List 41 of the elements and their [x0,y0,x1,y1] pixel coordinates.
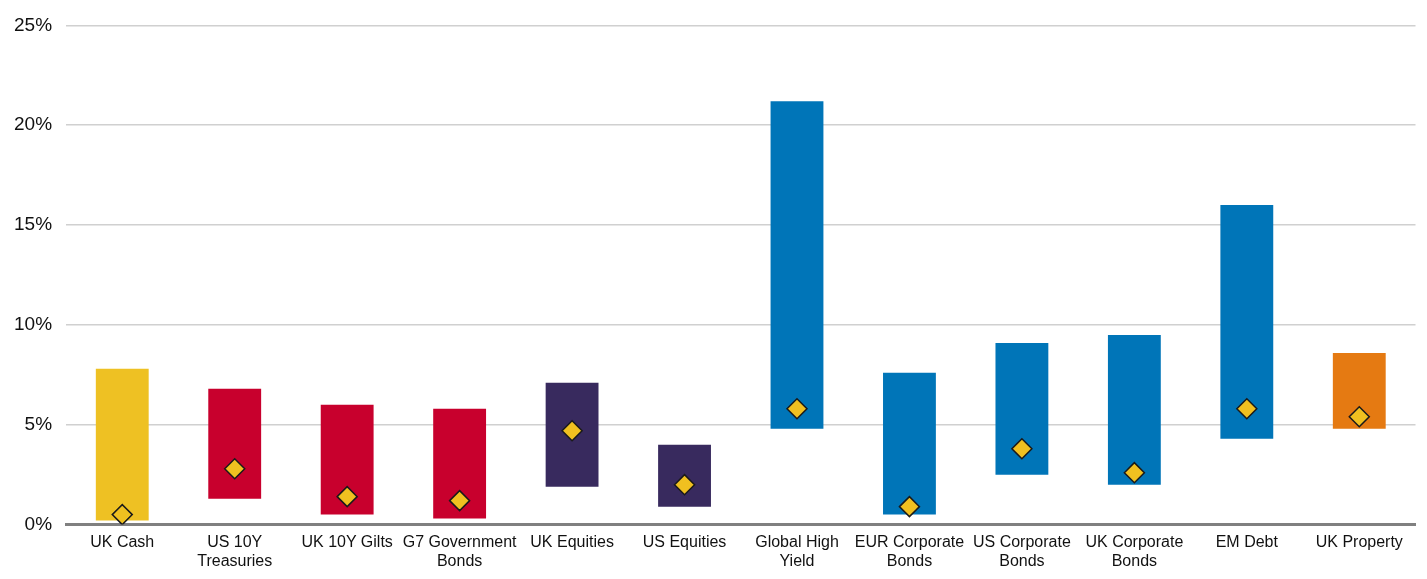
x-tick-label: G7 Government Bonds [402,532,518,569]
point [448,489,471,512]
bar [95,368,149,521]
x-tick-label: EUR Corporate Bonds [854,532,965,569]
x-tick-label: UK Equities [530,532,614,550]
x-tick-label: UK Cash [90,532,155,550]
bar [1332,352,1386,429]
x-tick-label: UK 10Y Gilts [301,532,393,550]
bar [433,408,487,519]
x-tick-label: UK Property [1315,532,1403,550]
x-tick-label: US Equities [642,532,727,550]
point [223,457,246,480]
x-tick-label: Global High Yield [755,532,839,569]
y-tick-label: 15% [14,213,53,235]
point [561,420,583,442]
y-tick-label: 25% [14,13,53,35]
bar [545,382,599,487]
x-tick-label: US Corporate Bonds [972,532,1071,569]
point [1236,398,1258,420]
x-tick-label: UK Corporate Bonds [1085,532,1184,569]
bar [995,342,1049,475]
bar [658,444,711,507]
point [336,485,358,508]
point [1123,461,1146,484]
y-tick-label: 20% [14,113,53,135]
y-tick-label: 5% [24,412,53,434]
point [1011,437,1033,460]
x-tick-label: EM Debt [1215,532,1279,550]
bar [1107,334,1161,485]
x-tick-label: US 10Y Treasuries [197,532,273,569]
bar [1220,205,1274,439]
bar [208,388,262,499]
point [898,495,921,518]
y-tick-label: 10% [14,313,53,335]
point [111,503,134,525]
bar [883,372,936,515]
bar [320,404,374,515]
point [1348,406,1371,428]
y-tick-label: 0% [24,512,53,534]
point [786,398,808,420]
bar [770,101,824,429]
